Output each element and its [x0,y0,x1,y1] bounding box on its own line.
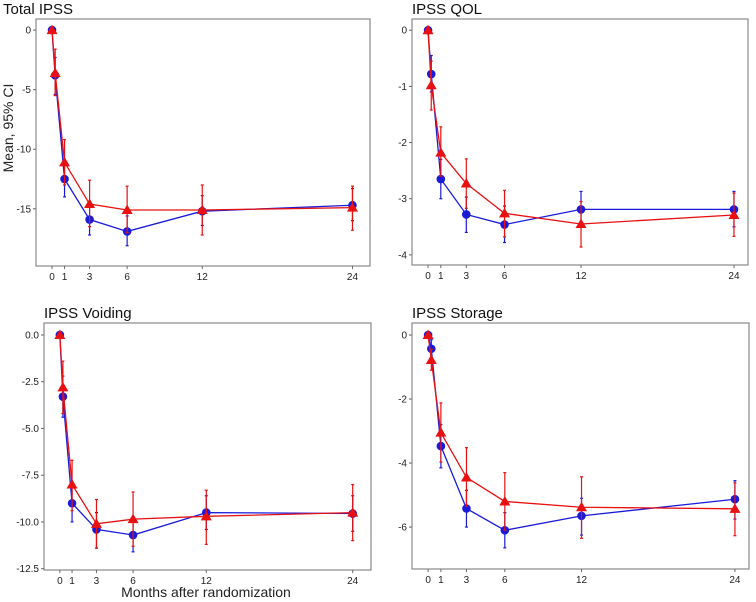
data-point [460,471,472,482]
data-point [54,329,66,339]
x-tick-label: 6 [502,575,508,586]
data-point [460,178,472,188]
y-tick-label: -5.0 [22,424,40,435]
data-point [121,204,133,214]
y-tick-label: -2 [398,395,407,406]
x-axis-label: Months after randomization [121,584,291,600]
data-point [66,479,78,489]
data-point [425,79,437,90]
y-tick-label: -5 [22,85,31,96]
y-tick-label: -7.5 [22,471,40,482]
x-tick-label: 12 [575,271,587,282]
x-tick-label: 12 [197,272,209,283]
x-tick-label: 0 [425,575,431,586]
panel-title: Total IPSS [3,1,73,18]
panel-2: IPSS Voiding 0.0 -2.5 -5.0 -7.5 -10.0 -12.5 0 1 3… [16,305,372,587]
data-point [57,381,69,392]
plot-frame [35,18,371,267]
x-tick-label: 0 [49,272,55,283]
data-point [435,427,447,437]
data-point [196,204,208,214]
x-tick-label: 6 [502,271,508,282]
series-triangle [422,24,740,248]
data-point [729,503,741,513]
y-tick-label: 0 [401,331,407,342]
y-tick-label: -10 [17,145,32,156]
data-point [499,207,511,218]
plot-frame [43,322,372,571]
data-point [436,174,446,184]
x-tick-label: 1 [438,271,444,282]
x-tick-label: 1 [62,272,68,283]
data-point [422,24,434,35]
y-tick-label: -12.5 [16,564,39,575]
data-point [346,202,358,212]
data-point [200,510,212,521]
data-point [46,24,58,35]
y-tick-label: -15 [17,204,32,215]
y-tick-label: 0 [401,26,407,37]
data-point [575,218,587,228]
y-tick-label: -4 [398,459,407,470]
panel-title: IPSS QOL [412,1,482,18]
y-tick-label: -4 [398,250,407,261]
data-point [347,507,359,517]
data-point [435,147,447,157]
y-tick-label: -6 [398,523,407,534]
y-tick-label: -2 [398,138,407,149]
x-tick-label: 0 [425,271,431,282]
data-point [84,198,96,209]
x-tick-label: 0 [57,576,63,587]
x-tick-label: 1 [438,575,444,586]
data-point [728,209,740,220]
data-point [90,518,102,528]
x-tick-label: 24 [347,272,359,283]
y-tick-label: -10.0 [16,517,39,528]
series-triangle [54,329,359,549]
x-tick-label: 3 [87,272,93,283]
x-tick-label: 3 [464,271,470,282]
plot-frame [411,322,750,570]
data-point [49,67,61,77]
x-tick-label: 3 [94,576,100,587]
y-tick-label: 0 [25,26,31,37]
x-tick-label: 6 [124,272,130,283]
data-point [499,495,511,506]
data-point [127,513,139,524]
data-point [462,210,471,219]
data-point [462,504,471,513]
y-tick-label: -1 [398,82,407,93]
y-tick-label: -2.5 [22,377,40,388]
y-tick-label: 0.0 [25,330,39,341]
data-point [59,156,71,167]
y-axis-label: Mean, 95% CI [0,84,16,173]
series-triangle [422,329,741,539]
panel-title: IPSS Storage [412,305,503,322]
x-tick-label: 3 [464,575,470,586]
series-triangle [46,24,358,236]
y-tick-label: -3 [398,194,407,205]
data-point [425,354,437,364]
data-point [422,329,434,340]
x-tick-label: 6 [130,576,136,587]
x-tick-label: 12 [201,576,213,587]
plot-frame [411,18,749,266]
data-point [576,501,588,512]
x-tick-label: 1 [69,576,75,587]
x-tick-label: 12 [576,575,588,586]
x-tick-label: 24 [728,271,740,282]
x-tick-label: 24 [729,575,741,586]
series-line [51,30,353,211]
panel-title: IPSS Voiding [44,305,132,322]
x-tick-label: 24 [347,576,359,587]
